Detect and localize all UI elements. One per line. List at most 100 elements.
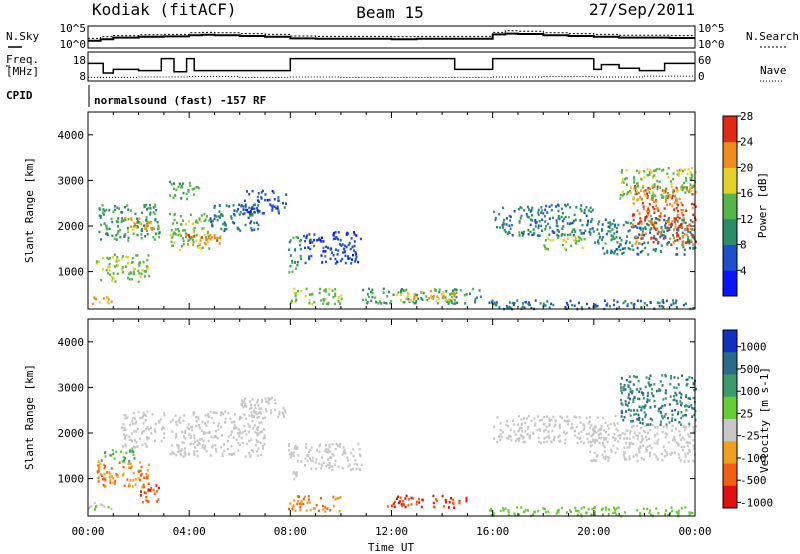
y-tick-label-2: 3000 (58, 174, 85, 187)
data-region-0 (91, 296, 113, 305)
power-colorbar-swatch-1 (723, 244, 737, 271)
x-tick-label-4: 16:00 (476, 525, 509, 538)
data-region-10 (288, 235, 303, 274)
velocity-colorbar-tick-7: -1000 (740, 496, 773, 509)
y-tick-label-0: 1000 (58, 266, 85, 279)
cpid-text: normalsound (fast) -157 RF (94, 94, 266, 107)
data-region-2 (98, 203, 161, 242)
power-panel: 1000 2000 3000 4000 Slant Range [km] (23, 111, 697, 311)
data-region-15 (543, 235, 586, 251)
nsearch-tick-top: 10^5 (698, 22, 725, 35)
power-colorbar-swatch-6 (723, 116, 737, 143)
power-colorbar-label: Power [dB] (756, 172, 769, 238)
power-colorbar-tick-3: 16 (740, 187, 753, 200)
y-tick-label-3: 4000 (58, 336, 85, 349)
freq-panel: Freq. [MHz] 18 8 60 0 Nave (6, 51, 787, 83)
data-region-13 (619, 373, 697, 426)
velocity-panel: 1000 2000 3000 4000 Slant Range [km] (23, 318, 697, 518)
data-region-1 (96, 460, 150, 489)
velocity-scatter (88, 373, 697, 518)
data-region-11 (493, 414, 621, 445)
nave-tick-top: 60 (698, 54, 711, 67)
time-axis-labels: 00:00 04:00 08:00 12:00 16:00 20:00 00:00 (71, 525, 711, 538)
velocity-colorbar-swatch-5 (723, 441, 737, 464)
velocity-x-axis (87, 319, 696, 516)
power-x-axis (87, 112, 696, 309)
freq-tick-top: 18 (73, 54, 86, 67)
cpid-row: CPID normalsound (fast) -157 RF (6, 85, 266, 107)
power-colorbar-tick-2: 12 (740, 213, 753, 226)
data-region-7 (240, 189, 288, 215)
power-colorbar-tick-1: 8 (740, 239, 747, 252)
data-region-6 (209, 203, 261, 233)
data-region-4 (139, 484, 160, 504)
nsearch-label: N.Search (746, 30, 799, 43)
x-tick-label-5: 20:00 (577, 525, 610, 538)
date-title: 27/Sep/2011 (589, 0, 695, 19)
power-colorbar-swatch-4 (723, 167, 737, 194)
data-region-10 (386, 494, 468, 509)
nsky-line (88, 32, 695, 42)
y-tick-label-1: 2000 (58, 427, 85, 440)
nave-label: Nave (760, 64, 787, 77)
nsky-tick-top: 10^5 (60, 22, 87, 35)
x-tick-label-3: 12:00 (375, 525, 408, 538)
beam-title: Beam 15 (356, 3, 423, 22)
x-tick-label-1: 04:00 (173, 525, 206, 538)
velocity-colorbar-label: Velocity [m s-1] (758, 367, 771, 473)
data-region-12 (588, 423, 697, 463)
freq-line (88, 57, 695, 74)
nave-line (88, 75, 696, 78)
data-region-2 (100, 447, 136, 463)
noise-panel: N.Sky 10^5 10^0 10^5 10^0 N.Search (6, 22, 799, 51)
velocity-colorbar-tick-1: 500 (740, 363, 760, 376)
velocity-colorbar-tick-0: 1000 (740, 341, 767, 354)
velocity-y-axis: 1000 2000 3000 4000 (58, 336, 695, 486)
y-tick-label-2: 3000 (58, 381, 85, 394)
data-region-12 (362, 287, 482, 305)
data-region-4 (169, 212, 211, 252)
power-colorbar-tick-0: 4 (740, 264, 747, 277)
nsky-tick-bottom: 10^0 (60, 38, 87, 51)
data-region-14 (488, 506, 694, 518)
power-colorbar-swatch-2 (723, 218, 737, 246)
cpid-label: CPID (6, 89, 33, 102)
nsky-label: N.Sky (6, 30, 39, 43)
data-region-11 (303, 231, 362, 265)
x-tick-label-6: 00:00 (678, 525, 711, 538)
data-region-8 (287, 442, 303, 481)
data-region-18 (619, 166, 697, 201)
data-region-3 (123, 216, 154, 232)
freq-tick-bottom: 8 (79, 70, 86, 83)
nsearch-tick-bottom: 10^0 (698, 38, 725, 51)
power-colorbar-swatch-0 (723, 270, 737, 297)
data-region-5 (186, 230, 222, 246)
velocity-colorbar-tick-2: 100 (740, 385, 760, 398)
power-scatter (91, 166, 697, 311)
power-colorbar-tick-6: 28 (740, 110, 753, 123)
x-tick-label-2: 08:00 (274, 525, 307, 538)
power-colorbar-tick-4: 20 (740, 161, 753, 174)
data-region-7 (288, 495, 342, 513)
freq-unit-label: [MHz] (6, 65, 39, 78)
velocity-colorbar-swatch-3 (723, 396, 737, 420)
velocity-colorbar-swatch-6 (723, 463, 737, 487)
velocity-y-axis-label: Slant Range [km] (23, 364, 36, 470)
data-region-6 (240, 396, 287, 420)
data-region-8 (169, 180, 200, 201)
x-tick-label-0: 00:00 (71, 525, 104, 538)
data-region-14 (493, 203, 595, 238)
velocity-colorbar-tick-3: 25 (740, 407, 753, 420)
data-region-13 (395, 289, 457, 303)
power-colorbar-tick-5: 24 (740, 136, 754, 149)
velocity-colorbar: 1000 500 100 25 -25 -100 -500 -1000 (722, 329, 773, 509)
velocity-colorbar-tick-5: -100 (740, 452, 767, 465)
data-region-0 (88, 501, 113, 511)
data-region-3 (121, 410, 166, 449)
data-region-9 (290, 287, 343, 306)
data-region-1 (95, 253, 151, 284)
velocity-colorbar-swatch-4 (723, 419, 737, 442)
velocity-colorbar-tick-6: -500 (740, 474, 767, 487)
nsearch-line (88, 30, 695, 39)
freq-label: Freq. (6, 53, 39, 66)
